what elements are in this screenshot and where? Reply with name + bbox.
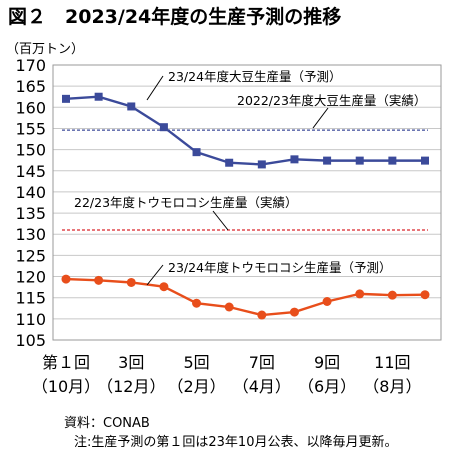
x-tick-sublabel: （6月） <box>298 377 356 396</box>
y-tick-label: 135 <box>15 204 46 223</box>
x-tick-sublabel: （2月） <box>167 377 225 396</box>
data-point <box>289 307 299 317</box>
y-tick-label: 145 <box>15 162 46 181</box>
x-tick-label: 11回 <box>374 353 410 372</box>
series-label-soybean-forecast: 23/24年度大豆生産量（予測） <box>168 69 342 84</box>
reference-label-soybean-actual-leader <box>312 107 329 129</box>
x-tick-label: 第１回 <box>42 353 90 372</box>
y-tick-label: 155 <box>15 119 46 138</box>
data-point <box>126 277 136 287</box>
series-line-0 <box>65 95 425 166</box>
y-tick-label: 170 <box>15 56 46 75</box>
x-tick-label: 3回 <box>118 353 144 372</box>
x-tick-label: 5回 <box>183 353 209 372</box>
x-tick-label: 9回 <box>314 353 340 372</box>
data-point <box>421 156 429 165</box>
labels: 23/24年度大豆生産量（予測） 2022/23年度大豆生産量（実績） 22/23年… <box>74 69 426 286</box>
data-point <box>257 310 267 320</box>
data-point <box>257 160 266 169</box>
data-point <box>224 302 234 312</box>
x-tick-sublabel: （4月） <box>233 377 291 396</box>
data-point <box>420 290 430 300</box>
data-point <box>192 298 202 308</box>
x-tick-sublabel: （8月） <box>363 377 421 396</box>
y-tick-label: 110 <box>15 310 46 329</box>
x-tick-sublabel: （10月） <box>32 377 100 396</box>
data-point <box>159 123 168 132</box>
y-tick-label: 125 <box>15 246 46 265</box>
series-line-1 <box>65 277 426 317</box>
y-tick-label: 130 <box>15 225 46 244</box>
y-tick-label: 140 <box>15 183 46 202</box>
y-tick-label: 165 <box>15 77 46 96</box>
plot-frame <box>52 64 442 341</box>
y-tick-label: 120 <box>15 268 46 287</box>
data-point <box>225 158 234 167</box>
x-tick-sublabel: （12月） <box>97 377 165 396</box>
series-label-soybean-forecast-leader <box>146 75 164 101</box>
chart-title: 図２ 2023/24年度の生産予測の推移 <box>8 6 342 28</box>
data-point <box>62 94 70 103</box>
y-tick-label: 160 <box>15 98 46 117</box>
data-point <box>355 156 364 165</box>
y-tick-label: 150 <box>15 141 46 160</box>
y-tick-label: 105 <box>15 331 46 350</box>
data-point <box>387 290 397 300</box>
data-point <box>355 289 365 299</box>
data-point <box>61 274 71 284</box>
series-layer <box>61 92 430 320</box>
y-tick-label: 115 <box>15 289 46 308</box>
data-point <box>323 156 332 165</box>
data-point <box>192 148 201 157</box>
footnote: 注:生産予測の第１回は23年10月公表、以降毎月更新。 <box>74 435 398 450</box>
reference-lines <box>62 129 428 231</box>
x-tick-label: 7回 <box>249 353 275 372</box>
data-point <box>388 156 397 165</box>
data-point <box>94 92 103 101</box>
data-point <box>290 155 299 164</box>
reference-label-corn-actual: 22/23年度トウモロコシ生産量（実績） <box>74 195 298 210</box>
y-axis-label: （百万トン） <box>6 42 84 57</box>
reference-label-soybean-actual: 2022/23年度大豆生産量（実績） <box>237 93 426 108</box>
axes: （百万トン） 105 110 115 120 125 130 135 140 145 150 155 1… <box>6 42 442 396</box>
data-point <box>322 297 332 306</box>
data-point <box>159 282 169 292</box>
data-point <box>94 275 104 285</box>
reference-label-corn-actual-leader <box>212 210 229 231</box>
data-point <box>127 102 136 111</box>
source-note: 資料：CONAB <box>64 416 150 431</box>
series-label-corn-forecast: 23/24年度トウモロコシ生産量（予測） <box>168 260 392 275</box>
series-label-corn-forecast-leader <box>146 264 164 286</box>
